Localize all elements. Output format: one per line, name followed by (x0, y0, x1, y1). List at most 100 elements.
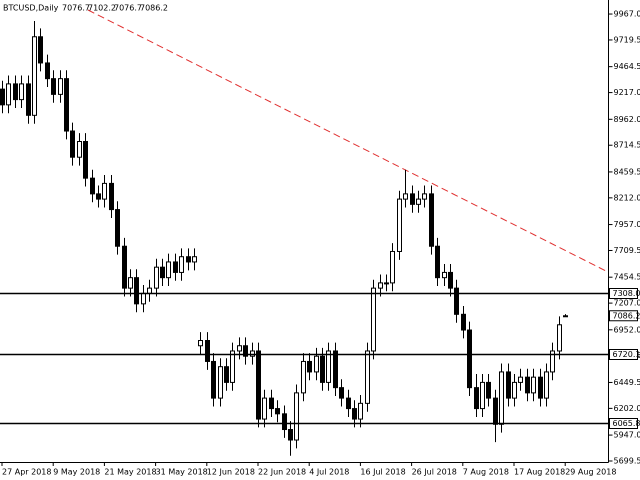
level-label: 7308.0 (613, 289, 640, 298)
candle-body (512, 381, 517, 399)
candle-body (186, 256, 191, 263)
candle-body (83, 141, 88, 179)
candle-body (275, 408, 280, 415)
candle-body (19, 83, 24, 101)
x-tick-label: 31 May 2018 (156, 468, 208, 477)
level-label-box (609, 418, 638, 429)
candle-body (192, 256, 197, 263)
current-price-box (609, 310, 638, 322)
candle-body (160, 266, 165, 279)
y-tick-label: 6202.0 (614, 404, 640, 413)
candle-body (115, 209, 120, 247)
ohlc-high: 7102.2 (88, 4, 116, 13)
candle-body (378, 282, 383, 289)
candle-body (262, 397, 267, 420)
candle-body (550, 350, 555, 373)
y-tick-label: 8212.0 (614, 193, 640, 202)
candle-body (493, 397, 498, 425)
level-label: 6720.1 (613, 350, 640, 359)
candle-body (435, 245, 440, 279)
y-tick-label: 5947.0 (614, 431, 640, 440)
candle-body (371, 287, 376, 352)
x-tick-label: 17 Aug 2018 (514, 468, 565, 477)
y-tick-label: 7957.0 (614, 220, 640, 229)
candle-body (365, 350, 370, 404)
candle-body (154, 266, 159, 289)
candle-body (256, 350, 261, 420)
y-tick-label: 8962.0 (614, 115, 640, 124)
candle-body (205, 340, 210, 362)
ohlc-close: 7086.2 (140, 4, 168, 13)
candle-body (403, 193, 408, 200)
candle-body (224, 366, 229, 383)
candle-body (102, 182, 107, 200)
candle-body (294, 392, 299, 441)
candle-body (563, 315, 568, 318)
candle-body (384, 282, 389, 285)
candle-body (358, 402, 363, 420)
candle-body (467, 329, 472, 389)
y-tick-label: 9719.5 (614, 35, 640, 44)
trendline (87, 9, 609, 273)
candle-body (96, 193, 101, 200)
candle-body (77, 141, 82, 158)
candle-body (544, 371, 549, 399)
y-tick-label: 7207.0 (614, 299, 640, 308)
candle-body (486, 381, 491, 399)
candle-body (320, 355, 325, 383)
candle-body (70, 130, 75, 158)
candle-body (211, 360, 216, 399)
candle-body (179, 256, 184, 273)
candle-body (38, 36, 43, 64)
candle-body (531, 376, 536, 394)
y-tick-label: 7454.5 (614, 273, 640, 282)
candle-body (64, 78, 69, 132)
candle-body (288, 429, 293, 441)
candle-body (243, 345, 248, 357)
candle-body (525, 376, 530, 394)
candle-body (397, 198, 402, 252)
candle-body (410, 193, 415, 205)
candle-body (557, 324, 562, 352)
candle-body (326, 350, 331, 383)
y-tick-label: 6449.5 (614, 378, 640, 387)
candle-body (307, 360, 312, 373)
y-tick-label: 9464.5 (614, 62, 640, 71)
candle-body (166, 261, 171, 279)
y-tick-label: 9217.0 (614, 88, 640, 97)
x-tick-label: 27 Apr 2018 (2, 468, 51, 477)
candle-body (442, 271, 447, 279)
ohlc-low: 7076.7 (114, 4, 142, 13)
candle-body (352, 408, 357, 420)
candle-body (45, 62, 50, 80)
y-tick-label: 6952.0 (614, 325, 640, 334)
candle-body (506, 371, 511, 399)
candle-body (173, 261, 178, 273)
candle-body (390, 250, 395, 284)
candle-body (422, 193, 427, 200)
x-tick-label: 26 Jul 2018 (412, 468, 457, 477)
candle-body (269, 397, 274, 410)
candle-body (90, 177, 95, 195)
candle-body (346, 397, 351, 410)
x-tick-label: 29 Aug 2018 (565, 468, 616, 477)
candle-body (282, 413, 287, 431)
candle-body (122, 245, 127, 289)
candle-body (58, 78, 63, 95)
candle-body (51, 78, 56, 95)
candle-body (448, 271, 453, 289)
y-tick-label: 8459.5 (614, 167, 640, 176)
current-price-label: 7086.2 (613, 311, 640, 320)
candle-body (134, 277, 139, 305)
candle-body (198, 340, 203, 347)
candle-body (339, 387, 344, 399)
x-tick-label: 12 Jun 2018 (207, 468, 255, 477)
candle-body (6, 83, 11, 106)
candle-body (13, 83, 18, 101)
candle-body (147, 287, 152, 294)
candle-body (230, 350, 235, 383)
x-tick-label: 22 Jun 2018 (258, 468, 306, 477)
candle-body (301, 360, 306, 394)
candle-body (237, 345, 242, 352)
